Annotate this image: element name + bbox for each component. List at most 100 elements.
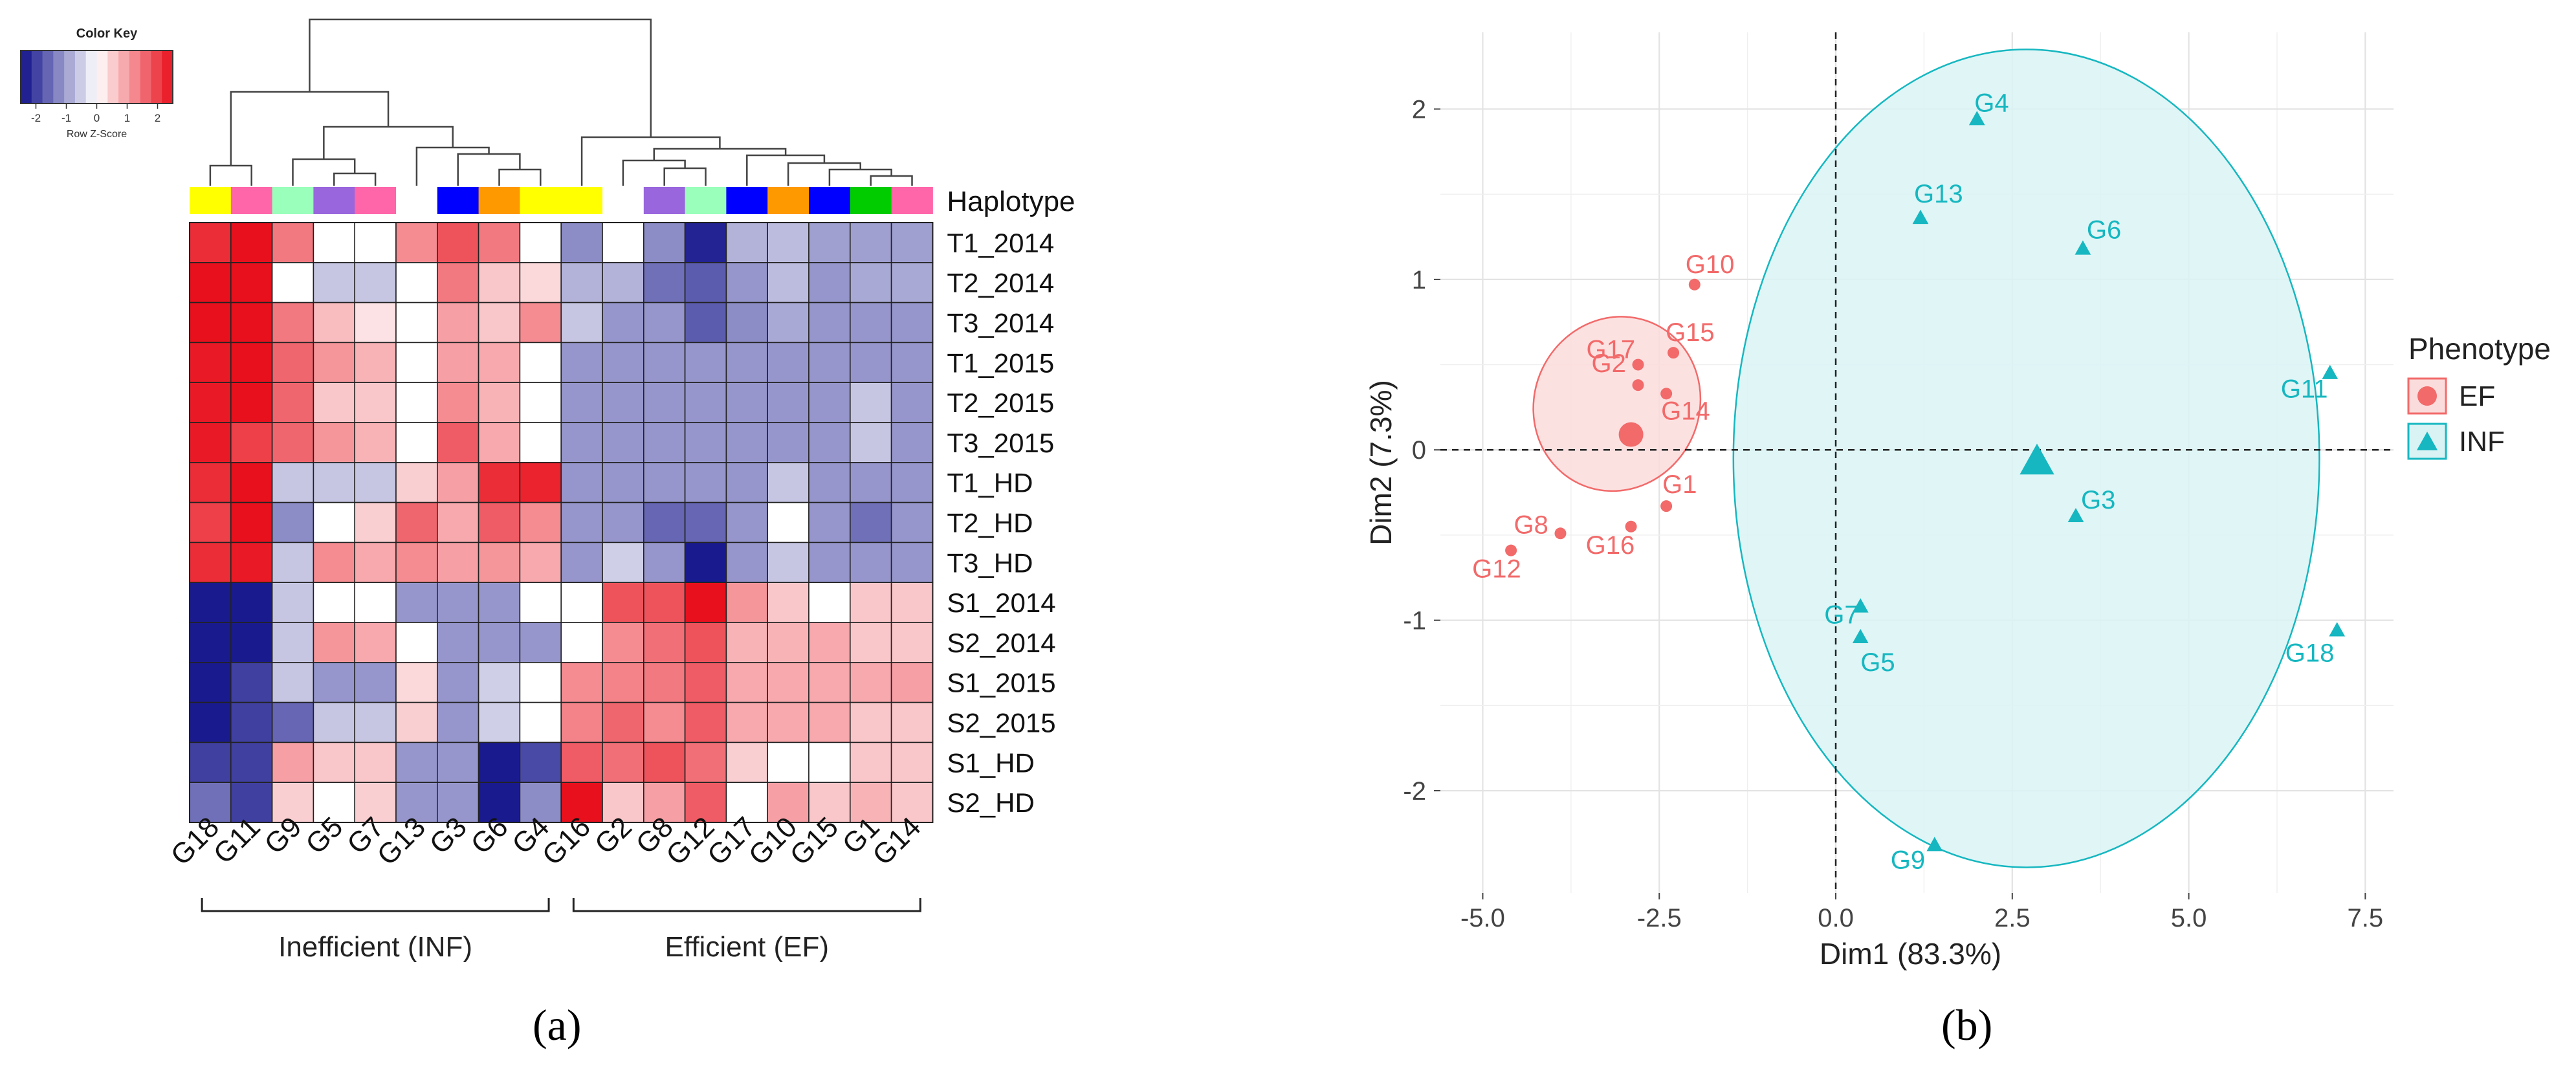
- heatmap-cell-T1_2015-G1: [850, 342, 892, 384]
- dendrogram-link: [787, 162, 861, 186]
- heatmap-cell-T2_HD-G1: [850, 501, 892, 544]
- color-key-tick-label: 0: [94, 112, 100, 124]
- haplotype-cell-G15: [809, 187, 851, 214]
- heatmap-cell-T2_HD-G8: [643, 501, 686, 544]
- point-G3: [2067, 507, 2084, 523]
- heatmap-cell-T2_2014-G2: [602, 261, 644, 303]
- heatmap-cell-S1_2015-G8: [643, 661, 686, 703]
- heatmap-cell-S2_2015-G6: [478, 701, 521, 743]
- haplotype-cell-G18: [190, 187, 232, 214]
- heatmap-cell-T3_HD-G10: [767, 542, 809, 584]
- color-key-tick-label: 1: [124, 112, 130, 124]
- haplotype-label: Haplotype: [947, 186, 1075, 217]
- heatmap-cell-T3_2015-G7: [354, 422, 397, 463]
- row-label-T3_2014: T3_2014: [947, 308, 1054, 338]
- heatmap-cell-T1_2014-G10: [767, 222, 809, 263]
- heatmap-cell-S2_HD-G14: [890, 782, 934, 823]
- heatmap-cell-T1_2015-G3: [436, 342, 479, 384]
- heatmap-cell-T1_2014-G17: [725, 222, 769, 263]
- color-key-tick-label: 2: [155, 112, 160, 124]
- heatmap-cell-T3_2014-G7: [354, 302, 397, 344]
- heatmap-cell-T1_HD-G11: [230, 461, 273, 503]
- heatmap-cell-S1_2015-G14: [890, 661, 934, 703]
- heatmap-cell-S1_2014-G7: [354, 582, 397, 623]
- row-label-T1_2015: T1_2015: [947, 347, 1054, 378]
- heatmap-cell-T3_2014-G14: [890, 302, 934, 344]
- heatmap-cell-S1_2015-G13: [395, 661, 438, 703]
- point-label-G14: G14: [1661, 397, 1710, 425]
- heatmap-cell-T3_2014-G4: [519, 302, 562, 344]
- heatmap-cell-T2_2015-G4: [519, 382, 562, 423]
- dendrogram-link: [746, 154, 826, 186]
- heatmap-cell-S1_HD-G18: [189, 742, 232, 784]
- legend: Phenotype EF INF: [2407, 332, 2551, 460]
- dendrogram-link: [209, 164, 252, 186]
- color-key-swatch: [85, 50, 98, 104]
- heatmap-cell-T1_2014-G2: [602, 222, 644, 263]
- heatmap-cell-T3_2014-G2: [602, 302, 644, 344]
- point-label-G1: G1: [1662, 470, 1697, 499]
- x-tick-label: -2.5: [1637, 904, 1682, 932]
- heatmap-cell-T3_2014-G9: [271, 302, 314, 344]
- dendrogram-link: [580, 136, 721, 186]
- heatmap-cell-S2_HD-G7: [354, 782, 397, 823]
- heatmap-cell-S1_2014-G8: [643, 582, 686, 623]
- heatmap-cell-T1_2014-G3: [436, 222, 479, 263]
- y-tick-label: 0: [1412, 436, 1426, 465]
- heatmap-cell-S2_2015-G8: [643, 701, 686, 743]
- heatmap-cell-T1_2015-G11: [230, 342, 273, 384]
- point-G13: [1912, 210, 1929, 225]
- heatmap-cell-T1_HD-G12: [684, 461, 727, 503]
- heatmap-cell-S2_HD-G4: [519, 782, 562, 823]
- row-label-S2_HD: S2_HD: [947, 787, 1034, 818]
- point-G1: [1660, 500, 1673, 512]
- dendrogram-link: [333, 172, 377, 186]
- point-label-G8: G8: [1514, 511, 1548, 539]
- dendrogram-link: [292, 158, 356, 186]
- heatmap-cell-S2_HD-G16: [560, 782, 603, 823]
- point-label-G15: G15: [1666, 318, 1715, 347]
- heatmap-cell-T3_HD-G12: [684, 542, 727, 584]
- heatmap-cell-T2_2014-G8: [643, 261, 686, 303]
- heatmap-cell-S2_2015-G9: [271, 701, 314, 743]
- haplotype-cell-G5: [313, 187, 355, 214]
- heatmap-cell-S2_2015-G15: [808, 701, 851, 743]
- point-G5: [1852, 628, 1869, 644]
- color-key-swatch: [129, 50, 141, 104]
- heatmap-cell-T3_2014-G17: [725, 302, 769, 344]
- heatmap-cell-T3_2015-G16: [560, 422, 603, 463]
- haplotype-cell-G9: [272, 187, 314, 214]
- color-key-swatch: [96, 50, 108, 104]
- heatmap-cell-S2_HD-G5: [313, 782, 355, 823]
- color-key-swatch: [107, 50, 119, 104]
- row-label-T2_HD: T2_HD: [947, 508, 1033, 538]
- bracket-inefficient: [201, 898, 550, 912]
- heatmap-cell-T1_2014-G5: [313, 222, 355, 263]
- heatmap-cell-T3_2015-G5: [313, 422, 355, 463]
- heatmap-cell-T1_HD-G6: [478, 461, 521, 503]
- heatmap-cell-S1_HD-G6: [478, 742, 521, 784]
- y-tick-label: -1: [1403, 607, 1426, 635]
- heatmap-cell-T3_2014-G11: [230, 302, 273, 344]
- heatmap-cell-S2_HD-G11: [230, 782, 273, 823]
- heatmap-cell-S1_2014-G3: [436, 582, 479, 623]
- axes: -5.0 -2.5 0.0 2.5 5.0 7.5 -2 -1 0 1 2 Dim1 (83.3%) D…: [1364, 96, 2383, 971]
- heatmap-cell-T3_2014-G3: [436, 302, 479, 344]
- row-label-T2_2015: T2_2015: [947, 388, 1054, 418]
- heatmap-cell-S1_2015-G6: [478, 661, 521, 703]
- color-key-swatch: [21, 50, 32, 104]
- heatmap-cell-S1_2014-G2: [602, 582, 644, 623]
- heatmap-cell-T2_2015-G18: [189, 382, 232, 423]
- heatmap-cell-T2_HD-G9: [271, 501, 314, 544]
- heatmap-cell-T3_HD-G17: [725, 542, 769, 584]
- heatmap-cell-T1_2014-G7: [354, 222, 397, 263]
- row-label-T3_2015: T3_2015: [947, 428, 1054, 458]
- point-G14: [1660, 388, 1673, 400]
- heatmap-cell-T2_HD-G14: [890, 501, 934, 544]
- heatmap-cell-S2_2015-G5: [313, 701, 355, 743]
- heatmap-cell-T1_HD-G18: [189, 461, 232, 503]
- point-G7: [1852, 598, 1869, 613]
- heatmap-cell-T3_2014-G16: [560, 302, 603, 344]
- heatmap-cell-T2_2015-G6: [478, 382, 521, 423]
- heatmap-cell-S2_HD-G9: [271, 782, 314, 823]
